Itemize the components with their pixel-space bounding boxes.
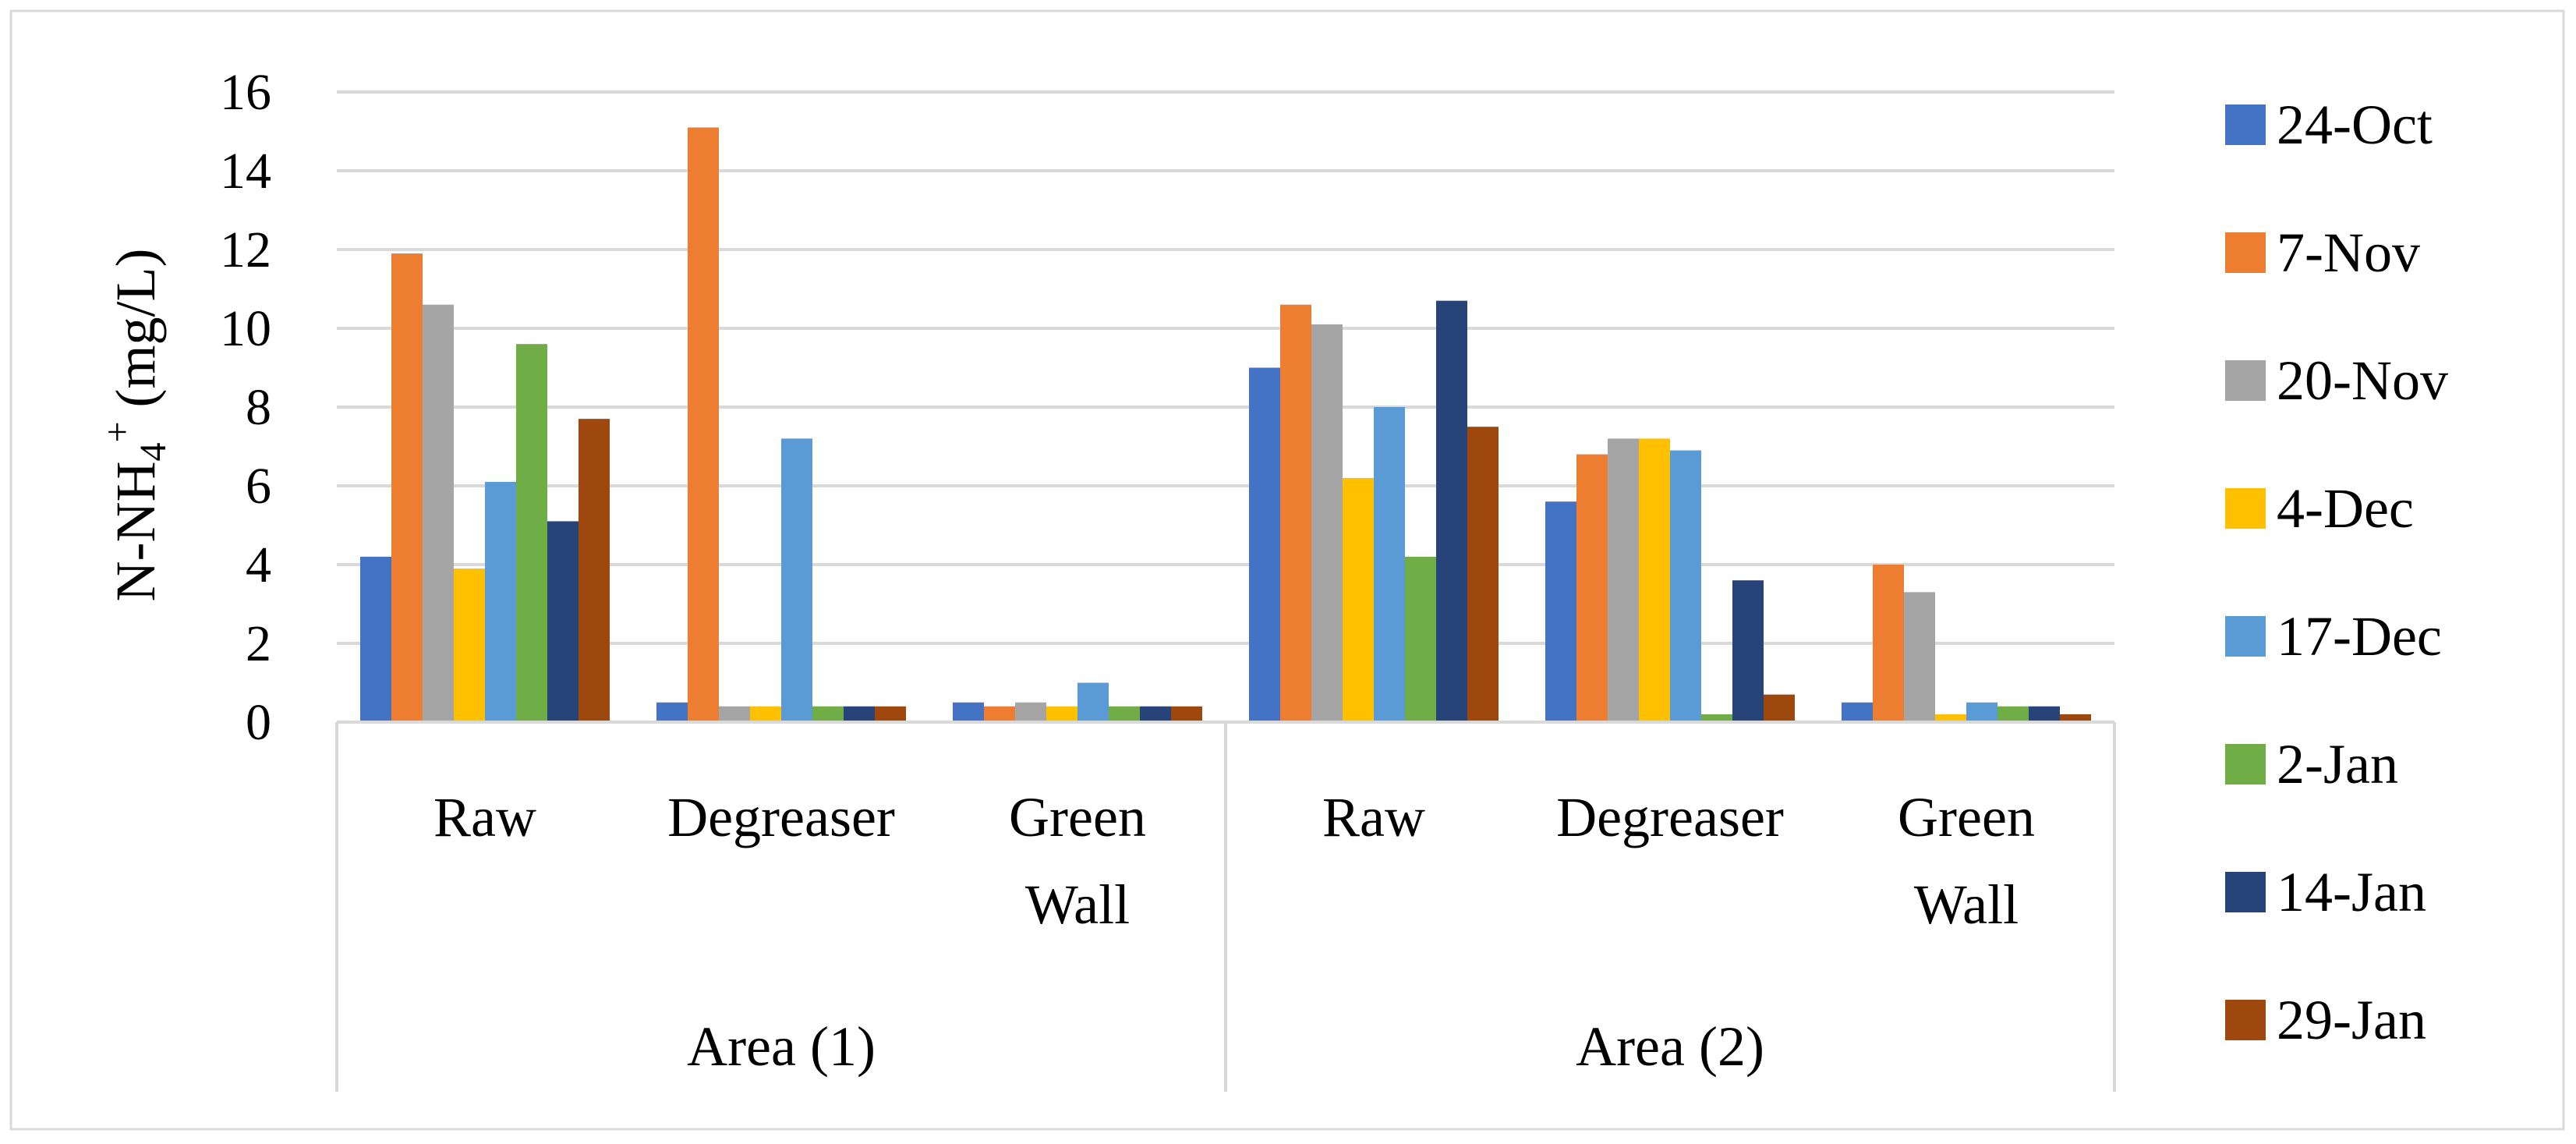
bar-14-jan [547,521,579,722]
bar-7-nov [1576,454,1608,722]
x-category-label: Green [1009,786,1146,848]
bar-20-nov [1608,438,1639,722]
bar-4-dec [1639,438,1670,722]
bar-7-nov [688,127,719,722]
bar-2-jan [1997,706,2029,722]
gridlines [337,90,2114,645]
bar-17-dec [485,481,516,722]
bar-7-nov [984,706,1015,722]
bar-24-oct [360,556,391,722]
bar-4-dec [1046,706,1077,722]
bar-17-dec [1966,702,1997,722]
y-tick-label: 16 [220,64,271,121]
legend-swatch [2225,616,2266,657]
bar-17-dec [1374,407,1405,722]
bar-2-jan [1701,714,1732,722]
legend-swatch [2225,488,2266,529]
legend-label: 4-Dec [2277,477,2414,540]
x-group-label: Area (1) [687,1015,876,1078]
legend-label: 7-Nov [2277,221,2420,284]
bar-4-dec [750,706,781,722]
bar-14-jan [1140,706,1171,722]
bar-29-jan [2060,714,2091,722]
bar-20-nov [1904,592,1935,722]
bar-14-jan [844,706,875,722]
y-tick-label: 6 [246,458,271,515]
y-axis-title-sup: + [97,421,138,442]
bar-24-oct [953,702,984,722]
bar-17-dec [1077,682,1109,722]
bar-24-oct [1545,501,1576,722]
legend-label: 14-Jan [2277,861,2426,923]
bar-29-jan [579,419,610,722]
legend-label: 24-Oct [2277,94,2433,156]
legend-swatch [2225,104,2266,145]
bar-14-jan [1436,300,1467,722]
bar-4-dec [1935,714,1966,722]
bar-29-jan [1764,694,1795,722]
bar-20-nov [1015,702,1046,722]
bar-7-nov [391,253,423,722]
bar-2-jan [1109,706,1140,722]
bar-24-oct [1842,702,1873,722]
y-axis-title-main: N-NH [104,462,167,602]
y-axis-title-sub: 4 [133,443,174,462]
bar-14-jan [2029,706,2060,722]
bar-20-nov [719,706,750,722]
legend-label: 29-Jan [2277,989,2426,1051]
bars [360,127,2091,722]
y-tick-label: 12 [220,221,271,278]
y-axis-title-unit: (mg/L) [104,249,167,422]
y-tick-label: 10 [220,300,271,357]
bar-14-jan [1732,580,1764,722]
bar-7-nov [1873,565,1904,722]
y-tick-label: 0 [246,694,271,751]
legend-swatch [2225,872,2266,912]
x-group-label: Area (2) [1576,1015,1764,1078]
bar-24-oct [1249,367,1280,722]
x-category-label: Degreaser [1556,786,1784,848]
category-axis: Raw Degreaser Green Wall Raw Degreaser Green Wa… [335,721,2116,1092]
y-tick-label: 4 [246,537,271,593]
legend-swatch [2225,1000,2266,1040]
legend: 24-Oct 7-Nov 20-Nov 4-Dec 17-Dec 2-Jan 14-Jan 2… [2225,94,2448,1051]
x-category-label: Raw [1322,786,1425,848]
legend-label: 2-Jan [2277,733,2398,795]
bar-29-jan [1171,706,1202,722]
legend-swatch [2225,744,2266,785]
y-tick-label: 14 [220,143,271,200]
x-category-label: Wall [1914,873,2019,936]
bar-2-jan [516,344,547,722]
y-tick-label: 2 [246,615,271,672]
x-category-label: Raw [433,786,536,848]
y-axis-ticks: 0 2 4 6 8 10 12 14 16 [220,64,271,751]
bar-29-jan [1467,427,1499,722]
bar-2-jan [1405,556,1436,722]
legend-swatch [2225,360,2266,401]
bar-4-dec [1343,477,1374,722]
bar-17-dec [781,438,812,722]
bar-7-nov [1280,304,1311,722]
y-axis-title: N-NH4+ (mg/L) [97,249,174,602]
legend-label: 20-Nov [2277,349,2448,412]
legend-swatch [2225,232,2266,273]
x-category-label: Green [1898,786,2035,848]
bar-17-dec [1670,450,1701,722]
bar-2-jan [812,706,844,722]
x-category-label: Wall [1025,873,1130,936]
bar-29-jan [875,706,906,722]
bar-24-oct [656,702,688,722]
legend-label: 17-Dec [2277,605,2442,668]
bar-20-nov [1311,324,1343,722]
bar-4-dec [454,568,485,722]
x-category-label: Degreaser [667,786,895,848]
y-tick-label: 8 [246,379,271,436]
bar-20-nov [423,304,454,722]
